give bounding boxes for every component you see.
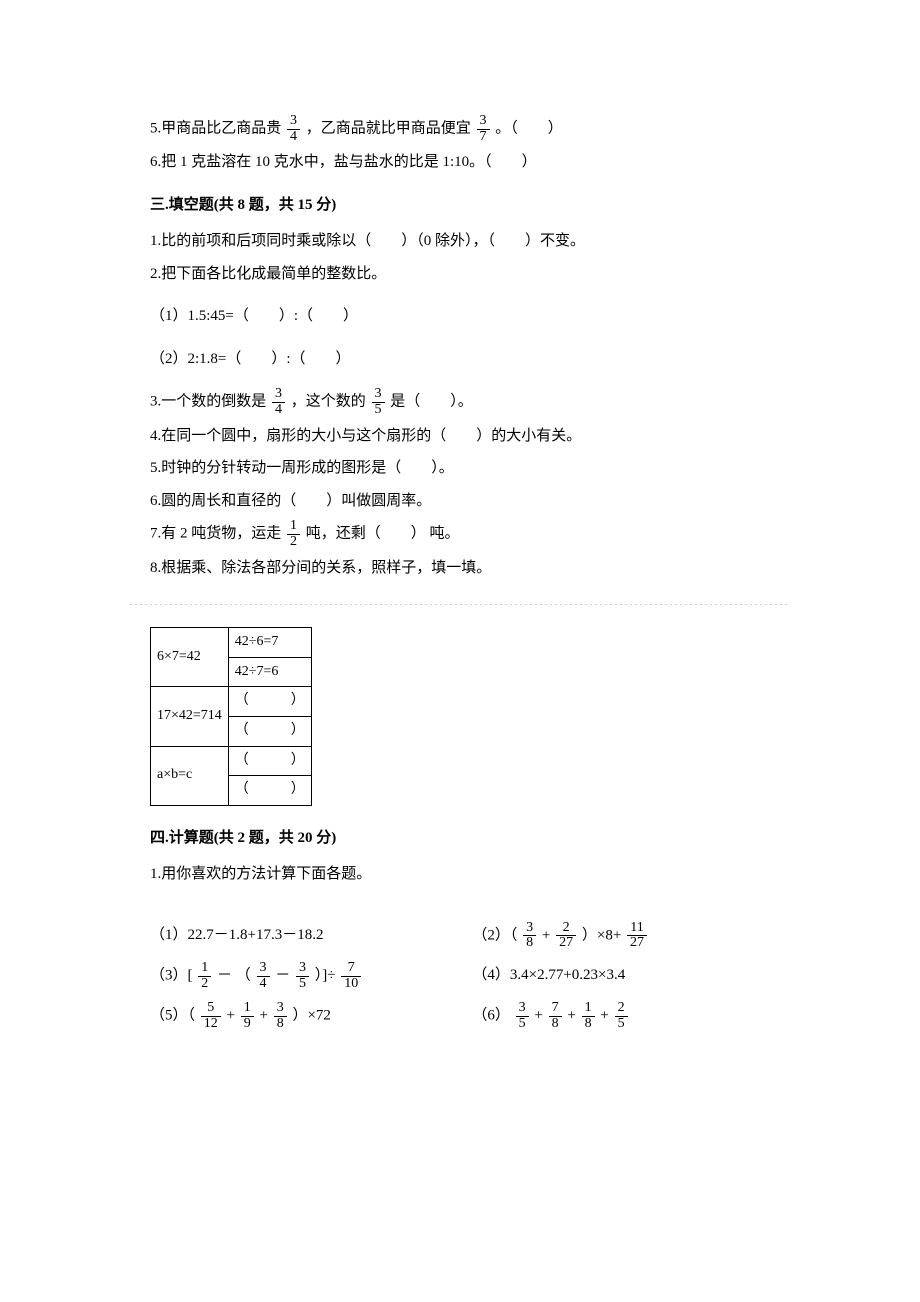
calc-c2: （2）（ 38 + 227 ）×8+ 1127 bbox=[472, 921, 770, 951]
calc-row-2: （3）[ 12 － （ 34 － 35 ）]÷ 710 （4）3.4×2.77+… bbox=[150, 961, 770, 991]
judge-q6: 6.把 1 克盐溶在 10 克水中，盐与盐水的比是 1:10。（ ） bbox=[150, 148, 770, 177]
fraction-3-8b: 38 bbox=[274, 1001, 287, 1031]
fraction-3-5c: 35 bbox=[516, 1001, 529, 1031]
fraction-7-8: 78 bbox=[549, 1001, 562, 1031]
fraction-2-5: 25 bbox=[615, 1001, 628, 1031]
fraction-7-10: 710 bbox=[341, 961, 361, 991]
fraction-3-4c: 34 bbox=[257, 961, 270, 991]
fraction-5-12: 512 bbox=[201, 1001, 221, 1031]
fill-q8: 8.根据乘、除法各部分间的关系，照样子，填一填。 bbox=[150, 554, 770, 583]
cell-r1c2: 42÷6=7 bbox=[228, 628, 311, 658]
fraction-11-27: 1127 bbox=[627, 921, 647, 951]
fill-q3-suffix: 是（ ）。 bbox=[390, 394, 473, 410]
dotted-separator bbox=[130, 604, 790, 605]
calc-row-1: （1）22.7－1.8+17.3－18.2 （2）（ 38 + 227 ）×8+… bbox=[150, 921, 770, 951]
cell-r1c1: 6×7=42 bbox=[151, 628, 229, 687]
section4-title: 四.计算题(共 2 题，共 20 分) bbox=[150, 824, 770, 853]
cell-r6c2: （ ） bbox=[228, 776, 311, 806]
fraction-1-2: 1 2 bbox=[287, 519, 300, 549]
fraction-3-5: 3 5 bbox=[372, 387, 385, 417]
calc-c1: （1）22.7－1.8+17.3－18.2 bbox=[150, 921, 472, 951]
fraction-3-4b: 3 4 bbox=[272, 387, 285, 417]
judge-q5-suffix: 。（ ） bbox=[495, 121, 563, 137]
cell-r4c2: （ ） bbox=[228, 716, 311, 746]
fraction-1-2b: 12 bbox=[198, 961, 211, 991]
cell-r2c2: 42÷7=6 bbox=[228, 657, 311, 687]
fraction-1-8: 18 bbox=[582, 1001, 595, 1031]
cell-r3c2: （ ） bbox=[228, 687, 311, 717]
judge-q5: 5.甲商品比乙商品贵 3 4 ，乙商品就比甲商品便宜 3 7 。（ ） bbox=[150, 114, 770, 144]
fill-q4: 4.在同一个圆中，扇形的大小与这个扇形的（ ）的大小有关。 bbox=[150, 422, 770, 451]
calc-row-3: （5）（ 512 + 19 + 38 ）×72 （6） 35 + 78 + 18… bbox=[150, 1001, 770, 1031]
fraction-3-8: 38 bbox=[523, 921, 536, 951]
fraction-3-7: 3 7 bbox=[477, 114, 490, 144]
calc-q1: 1.用你喜欢的方法计算下面各题。 bbox=[150, 860, 770, 889]
worksheet-page: 5.甲商品比乙商品贵 3 4 ，乙商品就比甲商品便宜 3 7 。（ ） 6.把 … bbox=[0, 0, 920, 1122]
relation-table: 6×7=42 42÷6=7 42÷7=6 17×42=714 （ ） （ ） a… bbox=[150, 627, 312, 806]
section3-title: 三.填空题(共 8 题，共 15 分) bbox=[150, 191, 770, 220]
cell-r5c1: a×b=c bbox=[151, 746, 229, 805]
fill-q2b: （2）2:1.8=（ ）:（ ） bbox=[150, 345, 770, 374]
fill-q2a: （1）1.5:45=（ ）:（ ） bbox=[150, 302, 770, 331]
cell-r5c2: （ ） bbox=[228, 746, 311, 776]
fraction-3-4: 3 4 bbox=[287, 114, 300, 144]
fill-q6: 6.圆的周长和直径的（ ）叫做圆周率。 bbox=[150, 487, 770, 516]
judge-q5-prefix: 5.甲商品比乙商品贵 bbox=[150, 121, 281, 137]
calc-c3: （3）[ 12 － （ 34 － 35 ）]÷ 710 bbox=[150, 961, 472, 991]
fill-q7: 7.有 2 吨货物，运走 1 2 吨，还剩（ ） 吨。 bbox=[150, 519, 770, 549]
calc-c6: （6） 35 + 78 + 18 + 25 bbox=[472, 1001, 770, 1031]
fill-q1: 1.比的前项和后项同时乘或除以（ ）（0 除外），（ ）不变。 bbox=[150, 227, 770, 256]
fraction-1-9: 19 bbox=[241, 1001, 254, 1031]
fill-q7-suffix: 吨，还剩（ ） 吨。 bbox=[306, 526, 460, 542]
calc-c4: （4）3.4×2.77+0.23×3.4 bbox=[472, 961, 770, 991]
fill-q2: 2.把下面各比化成最简单的整数比。 bbox=[150, 260, 770, 289]
judge-q5-mid: ，乙商品就比甲商品便宜 bbox=[306, 121, 471, 137]
fill-q3-mid: ，这个数的 bbox=[291, 394, 366, 410]
fill-q5: 5.时钟的分针转动一周形成的图形是（ ）。 bbox=[150, 454, 770, 483]
fill-q7-prefix: 7.有 2 吨货物，运走 bbox=[150, 526, 281, 542]
cell-r3c1: 17×42=714 bbox=[151, 687, 229, 746]
fill-q3: 3.一个数的倒数是 3 4 ，这个数的 3 5 是（ ）。 bbox=[150, 387, 770, 417]
fraction-2-27: 227 bbox=[556, 921, 576, 951]
fill-q3-prefix: 3.一个数的倒数是 bbox=[150, 394, 266, 410]
fraction-3-5b: 35 bbox=[296, 961, 309, 991]
calc-c5: （5）（ 512 + 19 + 38 ）×72 bbox=[150, 1001, 472, 1031]
